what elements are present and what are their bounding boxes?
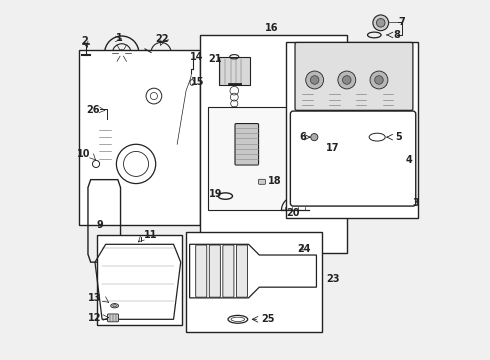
Circle shape <box>338 71 356 89</box>
Circle shape <box>376 18 385 27</box>
FancyBboxPatch shape <box>259 179 266 184</box>
Text: 2: 2 <box>81 36 88 46</box>
Text: 18: 18 <box>268 176 282 186</box>
Circle shape <box>311 134 318 141</box>
Text: 17: 17 <box>326 143 340 153</box>
FancyBboxPatch shape <box>237 245 247 297</box>
FancyBboxPatch shape <box>286 42 418 217</box>
Text: 3: 3 <box>413 198 419 208</box>
Text: 5: 5 <box>395 132 402 142</box>
Ellipse shape <box>111 303 119 308</box>
Text: 10: 10 <box>77 149 91 159</box>
Text: 1: 1 <box>116 33 122 43</box>
FancyBboxPatch shape <box>208 108 325 210</box>
Text: 13: 13 <box>88 293 101 303</box>
Circle shape <box>310 76 319 84</box>
Circle shape <box>373 15 389 31</box>
Text: 22: 22 <box>155 33 169 44</box>
FancyBboxPatch shape <box>235 123 259 165</box>
Circle shape <box>306 71 323 89</box>
FancyBboxPatch shape <box>219 58 249 85</box>
Text: 9: 9 <box>97 220 104 230</box>
Text: 24: 24 <box>297 244 311 253</box>
Text: 16: 16 <box>265 23 278 33</box>
FancyBboxPatch shape <box>200 35 347 253</box>
Text: 12: 12 <box>88 312 101 323</box>
Circle shape <box>118 50 125 57</box>
Text: 6: 6 <box>299 132 306 142</box>
FancyBboxPatch shape <box>79 50 200 225</box>
Text: 23: 23 <box>326 274 340 284</box>
Text: 21: 21 <box>209 54 222 64</box>
Text: 8: 8 <box>393 30 400 40</box>
FancyBboxPatch shape <box>186 232 322 332</box>
FancyBboxPatch shape <box>295 42 413 111</box>
Text: 11: 11 <box>144 230 157 240</box>
FancyBboxPatch shape <box>196 245 207 297</box>
Text: 15: 15 <box>191 77 205 87</box>
FancyBboxPatch shape <box>107 314 119 322</box>
Text: 20: 20 <box>286 208 299 218</box>
Circle shape <box>375 76 383 84</box>
Circle shape <box>343 76 351 84</box>
Text: 7: 7 <box>398 17 405 27</box>
Text: 19: 19 <box>209 189 222 199</box>
FancyBboxPatch shape <box>209 245 220 297</box>
Text: 26: 26 <box>86 105 99 115</box>
Text: 25: 25 <box>261 314 274 324</box>
Text: 14: 14 <box>190 52 203 62</box>
Circle shape <box>370 71 388 89</box>
FancyBboxPatch shape <box>97 235 182 325</box>
Text: 4: 4 <box>405 156 412 165</box>
FancyBboxPatch shape <box>223 245 234 297</box>
